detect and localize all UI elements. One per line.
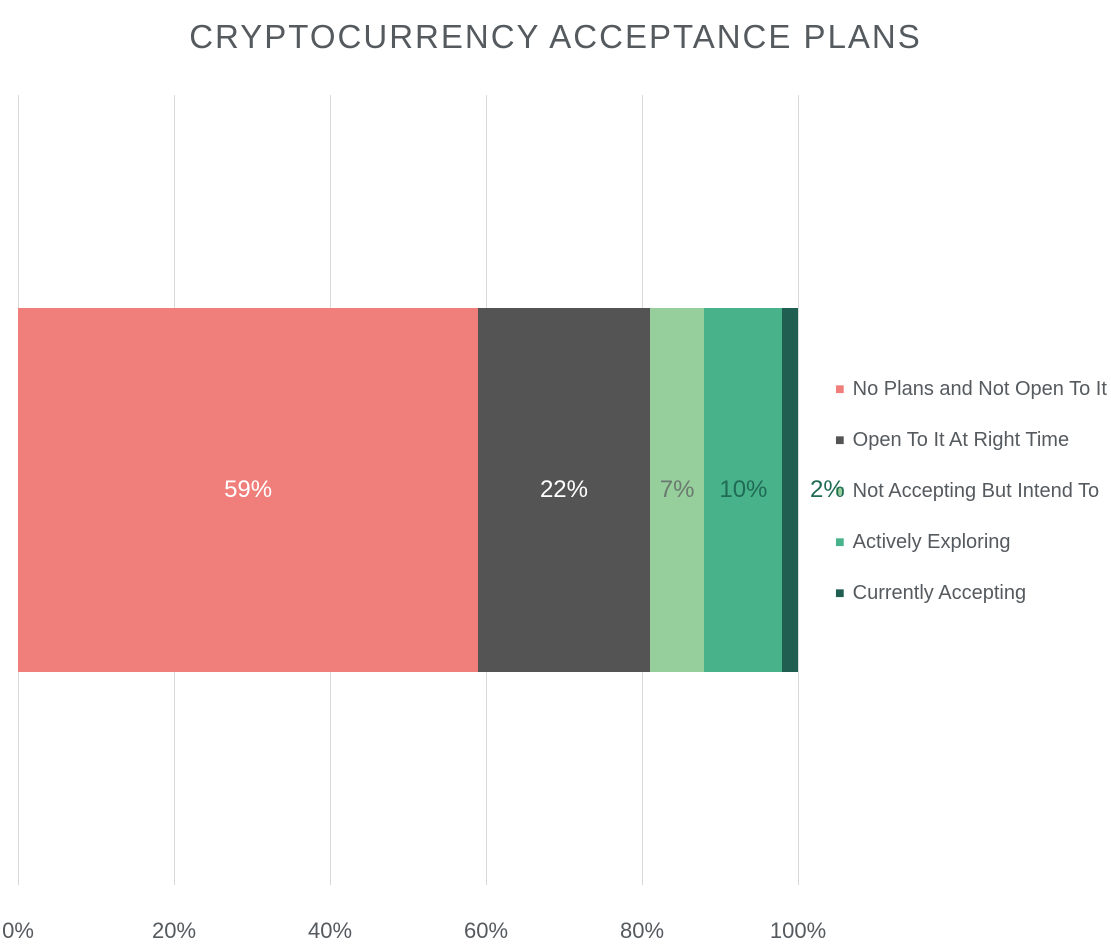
bar-segment-value: 22% xyxy=(540,476,588,504)
bar-segment-value: 10% xyxy=(719,476,767,504)
bar-segment-no_plans: 59% xyxy=(18,308,478,671)
x-axis-tick-label: 40% xyxy=(308,918,352,944)
chart-title: CRYPTOCURRENCY ACCEPTANCE PLANS xyxy=(0,18,1111,56)
bar-segment-value-outside: 2% xyxy=(810,476,845,504)
legend-swatch: ■ xyxy=(835,382,845,398)
x-axis-tick-label: 100% xyxy=(770,918,826,944)
gridline xyxy=(798,95,799,885)
plot-area: 59% 22% 7% 10% xyxy=(18,95,798,885)
x-axis-tick-label: 80% xyxy=(620,918,664,944)
x-axis-tick-label: 0% xyxy=(2,918,34,944)
stacked-bar: 59% 22% 7% 10% xyxy=(18,308,798,671)
legend-swatch: ■ xyxy=(835,535,845,551)
legend: ■ No Plans and Not Open To It ■ Open To It … xyxy=(835,378,1107,605)
x-axis-tick-label: 60% xyxy=(464,918,508,944)
bar-segment-value: 59% xyxy=(224,476,272,504)
bar-segment-open_right_time: 22% xyxy=(478,308,650,671)
legend-item-no_plans: ■ No Plans and Not Open To It xyxy=(835,378,1107,401)
legend-label: Open To It At Right Time xyxy=(853,429,1069,452)
legend-label: No Plans and Not Open To It xyxy=(853,378,1107,401)
legend-item-open_right_time: ■ Open To It At Right Time xyxy=(835,429,1107,452)
legend-label: Actively Exploring xyxy=(853,531,1011,554)
legend-label: Currently Accepting xyxy=(853,582,1026,605)
bar-segment-intend_to: 7% xyxy=(650,308,705,671)
x-axis-tick-label: 20% xyxy=(152,918,196,944)
legend-item-intend_to: ■Not Accepting But Intend To xyxy=(835,480,1107,503)
legend-swatch: ■ xyxy=(835,433,845,449)
bar-segment-value: 7% xyxy=(660,476,695,504)
legend-label: Not Accepting But Intend To xyxy=(853,480,1099,503)
legend-item-actively_exploring: ■ Actively Exploring xyxy=(835,531,1107,554)
legend-item-currently_accepting: ■ Currently Accepting xyxy=(835,582,1107,605)
bar-segment-currently_accepting xyxy=(782,308,798,671)
chart-container: CRYPTOCURRENCY ACCEPTANCE PLANS 59% 22% 7%… xyxy=(0,0,1111,949)
bar-segment-actively_exploring: 10% xyxy=(704,308,782,671)
legend-swatch: ■ xyxy=(835,586,845,602)
